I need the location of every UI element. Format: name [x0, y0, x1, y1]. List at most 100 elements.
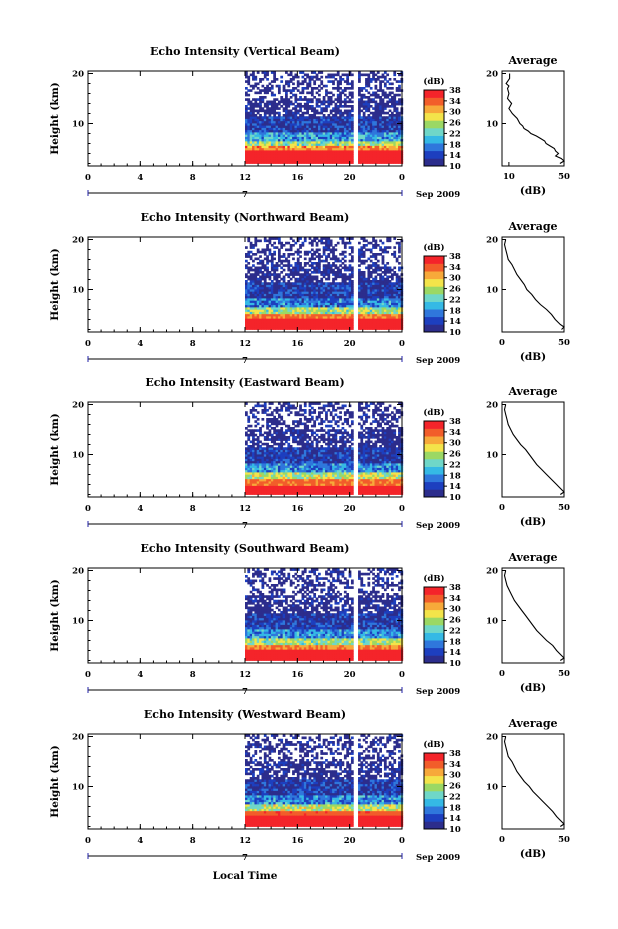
- heatmap-cell: [339, 293, 342, 297]
- heatmap-cell: [383, 82, 387, 86]
- heatmap-cell: [292, 161, 295, 164]
- heatmap-cell: [325, 327, 328, 330]
- heatmap-cell: [247, 93, 251, 97]
- heatmap-cell: [395, 316, 399, 319]
- heatmap-cell: [350, 80, 354, 83]
- heatmap-cell: [374, 304, 378, 308]
- heatmap-cell: [296, 98, 300, 101]
- heatmap-cell: [358, 120, 361, 124]
- heatmap-cell: [350, 302, 354, 306]
- heatmap-cell: [273, 156, 277, 160]
- heatmap-cell: [268, 102, 272, 106]
- heatmap-cell: [346, 129, 350, 133]
- heatmap-cell: [245, 481, 248, 484]
- heatmap-cell: [249, 460, 253, 464]
- heatmap-cell: [360, 143, 364, 146]
- heatmap-cell: [287, 275, 291, 279]
- heatmap-cell: [273, 150, 277, 153]
- heatmap-cell: [376, 244, 380, 247]
- heatmap-cell: [275, 465, 279, 468]
- heatmap-cell: [315, 289, 319, 292]
- heatmap-cell: [256, 123, 260, 126]
- heatmap-cell: [350, 136, 354, 140]
- heatmap-cell: [310, 280, 314, 283]
- heatmap-cell: [383, 246, 387, 249]
- heatmap-cell: [256, 125, 260, 128]
- heatmap-cell: [327, 262, 331, 265]
- heatmap-cell: [252, 111, 255, 115]
- heatmap-cell: [343, 282, 347, 285]
- heatmap-cell: [348, 109, 352, 113]
- heatmap-cell: [245, 487, 248, 491]
- heatmap-cell: [343, 125, 347, 128]
- heatmap-cell: [245, 259, 248, 263]
- heatmap-cell: [292, 291, 295, 294]
- heatmap-cell: [365, 105, 368, 108]
- heatmap-cell: [336, 84, 340, 88]
- heatmap-cell: [270, 80, 274, 83]
- heatmap-cell: [270, 420, 274, 423]
- heatmap-cell: [261, 84, 265, 88]
- colorbar-swatch: [424, 97, 444, 106]
- heatmap-cell: [367, 127, 371, 131]
- heatmap-cell: [292, 89, 295, 92]
- heatmap-cell: [343, 268, 347, 272]
- heatmap-cell: [275, 451, 279, 455]
- heatmap-cell: [362, 271, 366, 274]
- heatmap-cell: [391, 136, 394, 140]
- heatmap-cell: [383, 134, 387, 137]
- heatmap-cell: [247, 156, 251, 160]
- heatmap-cell: [292, 156, 295, 160]
- heatmap-cell: [322, 129, 326, 133]
- heatmap-cell: [395, 286, 399, 290]
- heatmap-cell: [381, 250, 385, 254]
- heatmap-cell: [273, 451, 277, 455]
- heatmap-cell: [287, 302, 291, 306]
- heatmap-cell: [372, 284, 375, 288]
- heatmap-cell: [318, 313, 321, 317]
- heatmap-cell: [332, 107, 335, 110]
- heatmap-cell: [381, 302, 385, 306]
- heatmap-cell: [296, 302, 300, 306]
- heatmap-cell: [259, 404, 262, 408]
- heatmap-cell: [263, 161, 267, 164]
- heatmap-cell: [256, 127, 260, 131]
- heatmap-cell: [339, 105, 342, 108]
- heatmap-cell: [287, 289, 291, 292]
- heatmap-cell: [391, 123, 394, 126]
- heatmap-cell: [303, 280, 307, 283]
- heatmap-cell: [383, 78, 387, 81]
- heatmap-cell: [336, 257, 340, 261]
- heatmap-cell: [259, 118, 262, 122]
- heatmap-cell: [249, 280, 253, 283]
- heatmap-cell: [259, 134, 262, 137]
- heatmap-cell: [296, 159, 300, 162]
- heatmap-cell: [334, 320, 338, 324]
- heatmap-cell: [358, 327, 361, 330]
- heatmap-cell: [327, 120, 331, 124]
- heatmap-cell: [315, 291, 319, 294]
- heatmap-cell: [398, 161, 401, 164]
- heatmap-cell: [374, 255, 378, 258]
- heatmap-cell: [393, 138, 397, 142]
- heatmap-cell: [320, 241, 324, 245]
- heatmap-cell: [336, 313, 340, 317]
- heatmap-cell: [329, 120, 333, 124]
- heatmap-cell: [360, 316, 364, 319]
- heatmap-cell: [292, 275, 295, 279]
- heatmap-cell: [263, 127, 267, 131]
- heatmap-cell: [358, 295, 361, 299]
- heatmap-cell: [259, 307, 262, 310]
- heatmap-cell: [343, 109, 347, 113]
- heatmap-cell: [245, 298, 248, 301]
- heatmap-cell: [289, 102, 293, 106]
- heatmap-cell: [277, 147, 281, 151]
- heatmap-cell: [275, 469, 279, 473]
- heatmap-cell: [327, 129, 331, 133]
- heatmap-cell: [301, 118, 305, 122]
- heatmap-cell: [362, 286, 366, 290]
- heatmap-cell: [245, 463, 248, 466]
- y-tick-label: 10: [72, 120, 84, 130]
- heatmap-cell: [369, 255, 373, 258]
- heatmap-cell: [374, 309, 378, 312]
